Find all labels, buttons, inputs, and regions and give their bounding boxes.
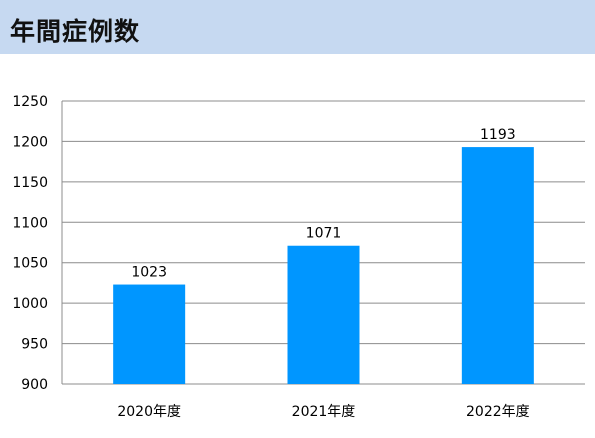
page-title: 年間症例数 [10,17,141,46]
bar [113,284,186,384]
y-tick-label: 1100 [12,215,48,231]
x-tick-label: 2021年度 [292,404,356,420]
y-tick-label: 1250 [12,94,48,110]
x-tick-label: 2020年度 [117,404,181,420]
data-label: 1023 [131,265,167,281]
y-tick-label: 1150 [12,175,48,191]
y-tick-label: 950 [21,337,48,353]
data-label: 1071 [306,226,342,242]
x-tick-label: 2022年度 [466,404,530,420]
y-tick-label: 1000 [12,296,48,312]
bar [287,245,360,384]
bar [461,147,534,384]
y-tick-label: 1050 [12,256,48,272]
title-bar: 年間症例数 [0,0,595,54]
data-label: 1193 [480,127,516,143]
y-tick-label: 900 [21,377,48,393]
y-tick-label: 1200 [12,134,48,150]
